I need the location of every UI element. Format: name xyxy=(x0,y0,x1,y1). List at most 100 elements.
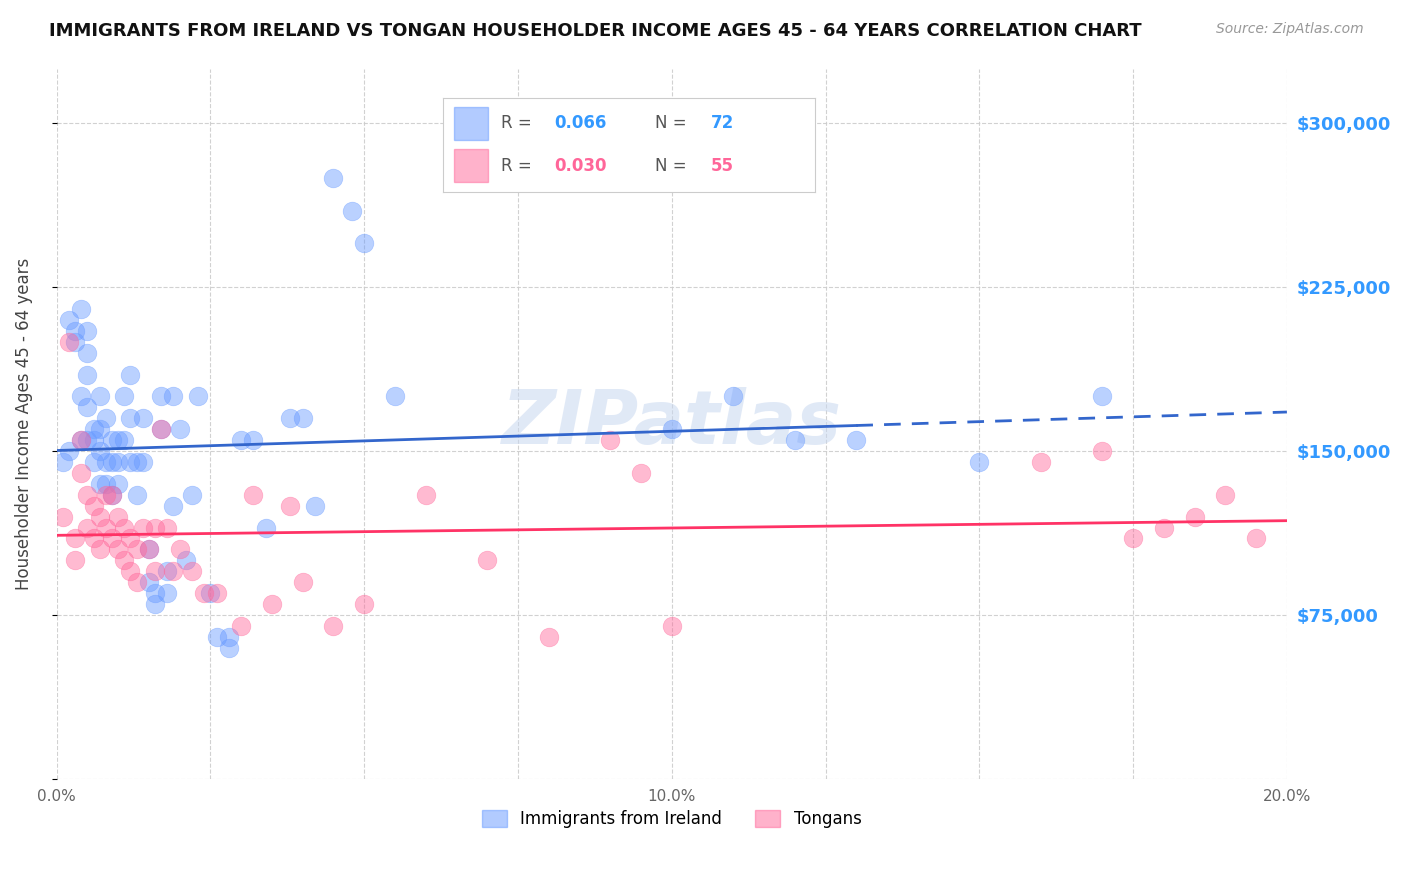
Point xyxy=(1215,488,1237,502)
Point xyxy=(162,499,184,513)
Point xyxy=(52,455,75,469)
Point xyxy=(132,411,155,425)
Point xyxy=(63,532,86,546)
Point xyxy=(89,422,111,436)
Point xyxy=(242,433,264,447)
Point xyxy=(169,542,191,557)
Point xyxy=(76,520,98,534)
Point xyxy=(143,564,166,578)
Point xyxy=(138,542,160,557)
Point xyxy=(353,597,375,611)
Point xyxy=(1153,520,1175,534)
Point xyxy=(70,301,93,316)
Point xyxy=(101,433,124,447)
Text: 72: 72 xyxy=(711,114,734,132)
Point xyxy=(83,455,105,469)
Point xyxy=(76,324,98,338)
Point xyxy=(94,476,117,491)
Point xyxy=(181,488,204,502)
Point xyxy=(291,575,314,590)
Point xyxy=(63,324,86,338)
Point xyxy=(156,586,179,600)
Point xyxy=(83,499,105,513)
Point xyxy=(537,630,560,644)
Point xyxy=(58,313,80,327)
Point xyxy=(107,433,129,447)
Point xyxy=(143,597,166,611)
Point xyxy=(112,433,135,447)
Point xyxy=(322,619,344,633)
Point xyxy=(120,411,142,425)
Point xyxy=(125,575,148,590)
Point xyxy=(322,170,344,185)
Point xyxy=(89,444,111,458)
Point xyxy=(120,368,142,382)
Point xyxy=(1122,532,1144,546)
Point xyxy=(174,553,197,567)
Point xyxy=(120,564,142,578)
Point xyxy=(83,433,105,447)
Point xyxy=(150,389,173,403)
Point xyxy=(101,532,124,546)
Point xyxy=(58,444,80,458)
Point xyxy=(101,488,124,502)
Point xyxy=(89,509,111,524)
Point xyxy=(477,553,499,567)
Point xyxy=(169,422,191,436)
Point xyxy=(218,630,240,644)
Point xyxy=(76,345,98,359)
Point xyxy=(132,520,155,534)
Text: IMMIGRANTS FROM IRELAND VS TONGAN HOUSEHOLDER INCOME AGES 45 - 64 YEARS CORRELAT: IMMIGRANTS FROM IRELAND VS TONGAN HOUSEH… xyxy=(49,22,1142,40)
Point xyxy=(1091,444,1114,458)
Point xyxy=(63,334,86,349)
Point xyxy=(125,488,148,502)
Point xyxy=(63,553,86,567)
Point xyxy=(156,564,179,578)
Point xyxy=(231,433,253,447)
Point xyxy=(138,542,160,557)
Point xyxy=(162,389,184,403)
Point xyxy=(94,520,117,534)
Y-axis label: Householder Income Ages 45 - 64 years: Householder Income Ages 45 - 64 years xyxy=(15,258,32,590)
Point xyxy=(120,532,142,546)
Point xyxy=(200,586,222,600)
Point xyxy=(143,586,166,600)
Point xyxy=(661,422,683,436)
Legend: Immigrants from Ireland, Tongans: Immigrants from Ireland, Tongans xyxy=(475,803,869,835)
Point xyxy=(89,389,111,403)
Point xyxy=(70,466,93,480)
Point xyxy=(101,455,124,469)
Point xyxy=(280,411,302,425)
Point xyxy=(242,488,264,502)
Point xyxy=(187,389,209,403)
Point xyxy=(156,520,179,534)
Point xyxy=(107,509,129,524)
Point xyxy=(193,586,215,600)
Point xyxy=(304,499,326,513)
Point xyxy=(83,532,105,546)
Point xyxy=(1184,509,1206,524)
Point xyxy=(291,411,314,425)
Point xyxy=(205,586,228,600)
Point xyxy=(125,455,148,469)
Point xyxy=(125,542,148,557)
Bar xyxy=(454,106,488,140)
Point xyxy=(101,488,124,502)
Point xyxy=(1244,532,1267,546)
Text: Source: ZipAtlas.com: Source: ZipAtlas.com xyxy=(1216,22,1364,37)
Point xyxy=(52,509,75,524)
Point xyxy=(120,455,142,469)
Text: N =: N = xyxy=(655,157,692,175)
Point xyxy=(58,334,80,349)
Point xyxy=(205,630,228,644)
Point xyxy=(218,640,240,655)
Point xyxy=(162,564,184,578)
Point xyxy=(112,553,135,567)
Point xyxy=(143,520,166,534)
Point xyxy=(76,433,98,447)
Point xyxy=(138,575,160,590)
Point xyxy=(150,422,173,436)
Bar xyxy=(454,149,488,183)
Point xyxy=(415,488,437,502)
Point xyxy=(181,564,204,578)
